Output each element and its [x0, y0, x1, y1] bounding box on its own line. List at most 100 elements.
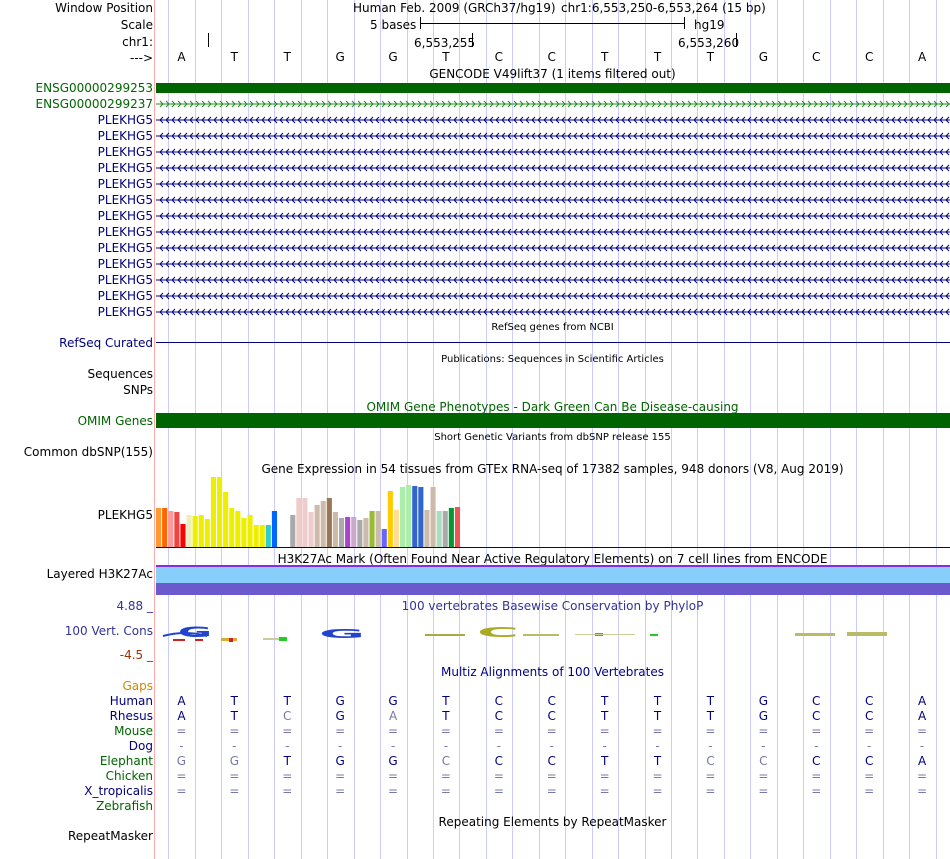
gtex-bar[interactable] — [253, 525, 259, 547]
gencode-item-feature[interactable] — [156, 243, 950, 253]
snps-label[interactable]: SNPs — [123, 383, 153, 397]
refseq-line[interactable] — [156, 342, 950, 343]
gencode-item-feature[interactable] — [156, 99, 950, 109]
gtex-bar[interactable] — [180, 524, 186, 547]
gencode-item-label[interactable]: ENSG00000299237 — [35, 97, 153, 111]
gtex-bar-area[interactable] — [155, 477, 535, 548]
gtex-bar[interactable] — [265, 525, 271, 547]
phylop-label[interactable]: 100 Vert. Cons — [64, 624, 153, 638]
gtex-bar[interactable] — [406, 485, 412, 547]
multiz-species-label[interactable]: Chicken — [105, 769, 153, 783]
h3k27ac-light-layer[interactable] — [156, 567, 950, 583]
gtex-bar[interactable] — [332, 512, 338, 547]
omim-label[interactable]: OMIM Genes — [77, 414, 153, 428]
gtex-bar[interactable] — [259, 525, 265, 547]
gencode-item-feature[interactable] — [156, 227, 950, 237]
gtex-bar[interactable] — [436, 511, 442, 547]
gtex-bar[interactable] — [235, 511, 241, 547]
gencode-item-feature[interactable] — [156, 275, 950, 285]
multiz-species-label[interactable]: Dog — [128, 739, 153, 753]
gencode-item-label[interactable]: ENSG00000299253 — [35, 81, 153, 95]
gtex-bar[interactable] — [424, 510, 430, 547]
gaps-label[interactable]: Gaps — [122, 679, 153, 693]
gtex-bar[interactable] — [302, 498, 308, 547]
multiz-species-label[interactable]: X_tropicalis — [84, 784, 153, 798]
gencode-item-feature[interactable] — [156, 147, 950, 157]
gtex-bar[interactable] — [418, 487, 424, 547]
multiz-species-label[interactable]: Zebrafish — [96, 799, 153, 813]
gtex-bar[interactable] — [454, 507, 460, 547]
gtex-bar[interactable] — [186, 515, 192, 547]
gtex-bar[interactable] — [210, 477, 216, 547]
gencode-item-feature[interactable] — [156, 131, 950, 141]
gencode-item-label[interactable]: PLEKHG5 — [97, 241, 153, 255]
dbsnp-label[interactable]: Common dbSNP(155) — [23, 445, 153, 459]
h3k27ac-top-layer[interactable] — [156, 565, 950, 567]
gtex-bar[interactable] — [363, 518, 369, 547]
gtex-bar[interactable] — [412, 486, 418, 547]
gtex-bar[interactable] — [339, 518, 345, 547]
h3k27ac-label[interactable]: Layered H3K27Ac — [46, 567, 153, 581]
h3k27ac-dark-layer[interactable] — [156, 583, 950, 595]
multiz-species-label[interactable]: Mouse — [114, 724, 153, 738]
gencode-item-label[interactable]: PLEKHG5 — [97, 225, 153, 239]
gencode-item-feature[interactable] — [156, 307, 950, 317]
gtex-bar[interactable] — [314, 505, 320, 547]
gtex-bar[interactable] — [400, 487, 406, 547]
gencode-item-feature[interactable] — [156, 163, 950, 173]
gtex-bar[interactable] — [345, 517, 351, 547]
gtex-bar[interactable] — [387, 491, 393, 547]
gencode-item-feature[interactable] — [156, 115, 950, 125]
gencode-item-label[interactable]: PLEKHG5 — [97, 257, 153, 271]
gencode-item-label[interactable]: PLEKHG5 — [97, 145, 153, 159]
gencode-item-feature[interactable] — [156, 179, 950, 189]
gtex-bar[interactable] — [326, 498, 332, 547]
gencode-item-feature[interactable] — [156, 291, 950, 301]
gtex-bar[interactable] — [162, 508, 168, 547]
gtex-bar[interactable] — [369, 511, 375, 547]
multiz-species-label[interactable]: Elephant — [99, 754, 153, 768]
gencode-item-feature[interactable] — [156, 195, 950, 205]
gtex-bar[interactable] — [192, 516, 198, 547]
gtex-bar[interactable] — [223, 492, 229, 547]
gencode-item-feature[interactable] — [156, 83, 950, 93]
gencode-item-label[interactable]: PLEKHG5 — [97, 177, 153, 191]
multiz-species-label[interactable]: Human — [109, 694, 153, 708]
gtex-bar[interactable] — [271, 511, 277, 547]
gencode-item-label[interactable]: PLEKHG5 — [97, 273, 153, 287]
gtex-bar[interactable] — [198, 515, 204, 547]
gtex-bar[interactable] — [156, 508, 162, 547]
gtex-bar[interactable] — [351, 517, 357, 547]
phylop-logo-area[interactable]: G G C — [155, 620, 950, 650]
gencode-item-label[interactable]: PLEKHG5 — [97, 193, 153, 207]
gencode-item-label[interactable]: PLEKHG5 — [97, 209, 153, 223]
gencode-item-feature[interactable] — [156, 211, 950, 221]
omim-feature-bar[interactable] — [156, 413, 950, 428]
gtex-bar[interactable] — [296, 498, 302, 547]
gtex-label[interactable]: PLEKHG5 — [97, 508, 153, 522]
gtex-bar[interactable] — [393, 510, 399, 547]
refseq-label[interactable]: RefSeq Curated — [59, 336, 153, 350]
gtex-bar[interactable] — [168, 511, 174, 547]
gtex-bar[interactable] — [357, 520, 363, 547]
gencode-item-label[interactable]: PLEKHG5 — [97, 305, 153, 319]
gtex-bar[interactable] — [217, 477, 223, 547]
gtex-bar[interactable] — [448, 508, 454, 547]
gtex-bar[interactable] — [174, 512, 180, 547]
multiz-species-label[interactable]: Rhesus — [109, 709, 153, 723]
gtex-bar[interactable] — [430, 487, 436, 547]
gtex-bar[interactable] — [375, 511, 381, 547]
gencode-item-feature[interactable] — [156, 259, 950, 269]
strand-label[interactable]: ---> — [129, 51, 153, 65]
gtex-bar[interactable] — [442, 511, 448, 547]
gtex-bar[interactable] — [320, 501, 326, 547]
gtex-bar[interactable] — [308, 512, 314, 547]
gtex-bar[interactable] — [229, 508, 235, 547]
gtex-bar[interactable] — [381, 529, 387, 547]
gtex-bar[interactable] — [241, 518, 247, 547]
gencode-item-label[interactable]: PLEKHG5 — [97, 289, 153, 303]
gencode-item-label[interactable]: PLEKHG5 — [97, 161, 153, 175]
sequences-label[interactable]: Sequences — [87, 367, 153, 381]
gtex-bar-chart[interactable] — [155, 477, 535, 548]
gencode-item-label[interactable]: PLEKHG5 — [97, 113, 153, 127]
